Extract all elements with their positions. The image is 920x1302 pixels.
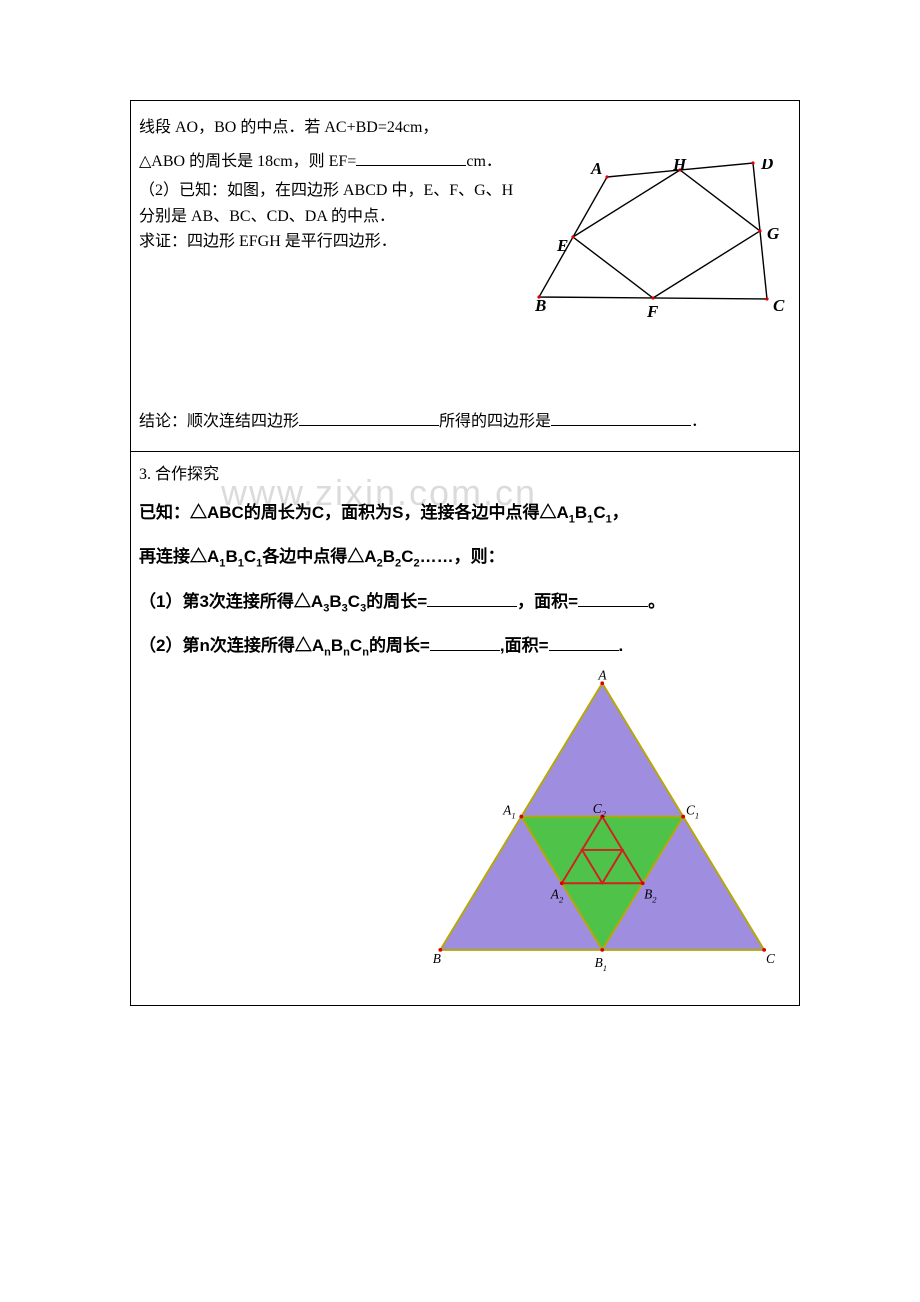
- label-H: H: [672, 159, 687, 174]
- concl-a: 结论：顺次连结四边形: [139, 413, 299, 430]
- line-2b: cm．: [466, 153, 502, 170]
- line-2a: △ABO 的周长是 18cm，则 EF=: [139, 153, 356, 170]
- problem-line-2: 再连接△A1B1C1各边中点得△A2B2C2……，则：: [139, 535, 791, 579]
- concl-c: ．: [691, 413, 707, 430]
- tri-C1: C1: [686, 803, 699, 821]
- problem-line-3: （1）第3次连接所得△A3B3C3的周长=，面积=。: [139, 580, 791, 624]
- blank-concl-1: [299, 408, 439, 426]
- blank-area-3: [578, 588, 648, 607]
- section-1: 线段 AO，BO 的中点．若 AC+BD=24cm， △ABO 的周长是 18c…: [131, 100, 799, 451]
- blank-area-n: [549, 632, 619, 651]
- figure-quadrilateral: A D C B E H G F: [535, 159, 795, 329]
- label-C: C: [773, 296, 785, 315]
- section-3: www.zixin.com.cn 3. 合作探究 已知：△ABC的周长为C，面积…: [131, 451, 799, 1005]
- concl-b: 所得的四边形是: [439, 413, 551, 430]
- problem-line-1: 已知：△ABC的周长为C，面积为S，连接各边中点得△A1B1C1，: [139, 491, 791, 535]
- label-G: G: [767, 224, 780, 243]
- label-B: B: [535, 296, 546, 315]
- figure-triangle: A B C A1 B1 C1 A2 B2 C2: [427, 668, 787, 988]
- blank-perim-n: [430, 632, 500, 651]
- tri-A: A: [597, 668, 607, 682]
- line-1: 线段 AO，BO 的中点．若 AC+BD=24cm，: [139, 111, 791, 145]
- section3-heading: 3. 合作探究: [139, 458, 791, 492]
- label-F: F: [646, 302, 659, 321]
- label-A: A: [590, 159, 602, 178]
- blank-concl-2: [551, 408, 691, 426]
- label-E: E: [556, 236, 568, 255]
- tri-C: C: [766, 951, 776, 966]
- blank-perim-3: [427, 588, 517, 607]
- label-D: D: [760, 159, 773, 173]
- tri-B: B: [433, 951, 441, 966]
- blank-ef: [356, 148, 466, 166]
- tri-B1: B1: [595, 955, 607, 973]
- problem-line-4: （2）第n次连接所得△AnBnCn的周长=,面积=.: [139, 624, 791, 668]
- conclusion: 结论：顺次连结四边形 所得的四边形是 ．: [139, 405, 791, 439]
- figure-triangle-wrap: A B C A1 B1 C1 A2 B2 C2: [139, 668, 791, 993]
- tri-A1: A1: [502, 803, 515, 821]
